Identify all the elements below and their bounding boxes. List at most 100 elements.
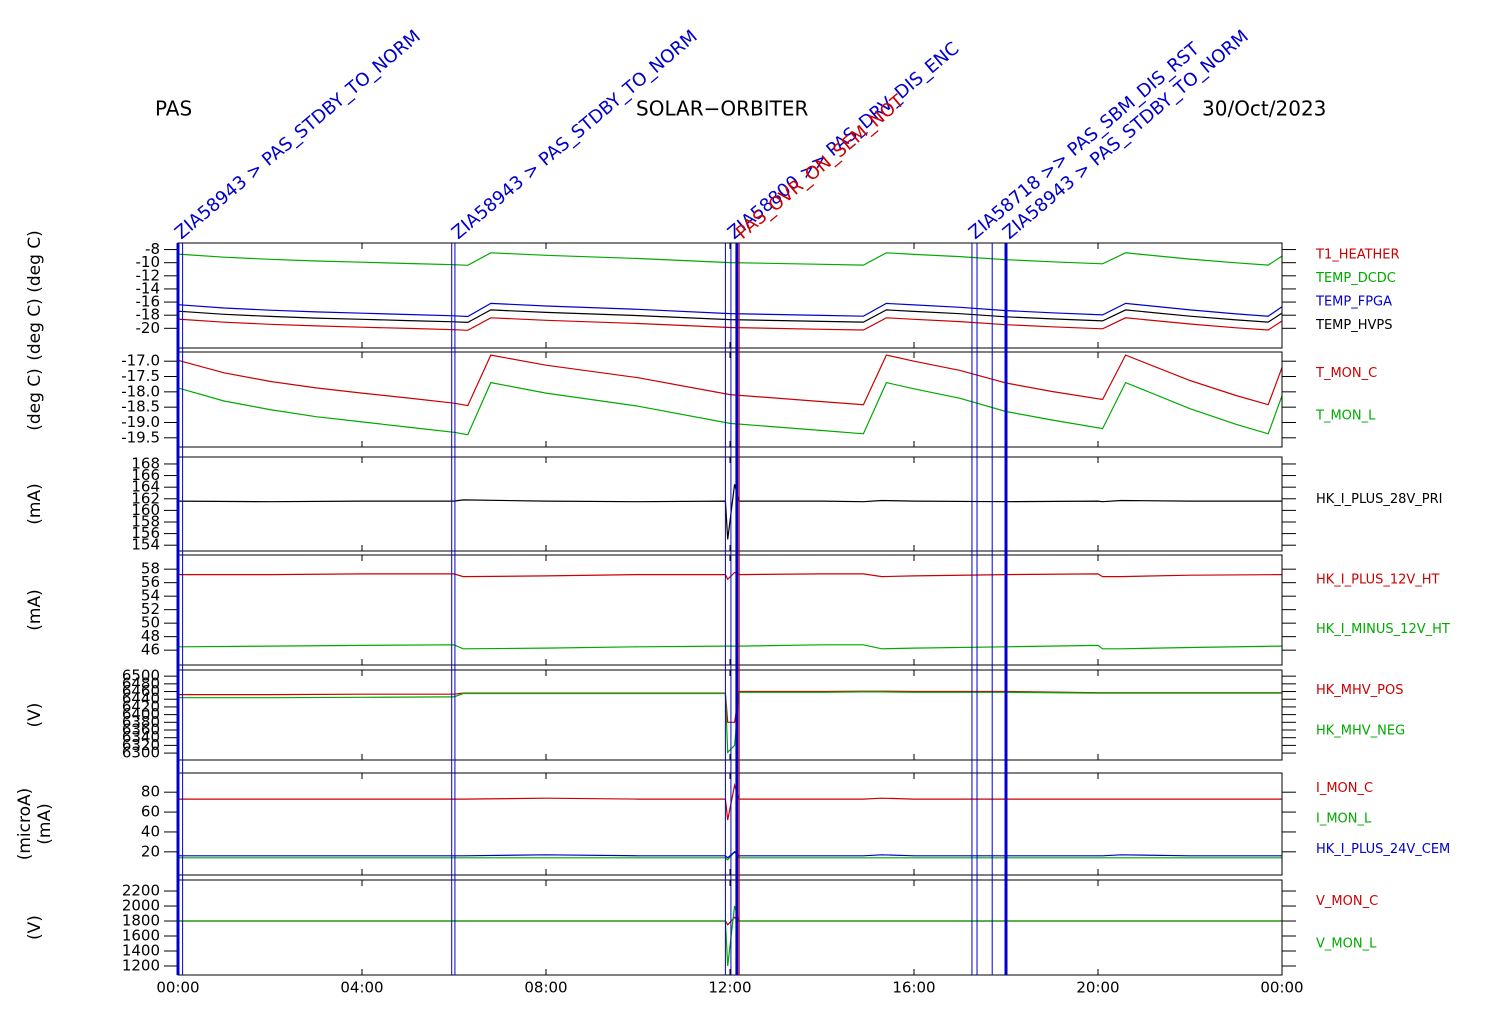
y-tick-label: 1600: [122, 927, 160, 945]
y-tick-label: 48: [141, 627, 160, 645]
y-tick-label: -16: [136, 293, 161, 311]
y-tick-label: -18.5: [121, 398, 160, 416]
x-tick-label: 12:00: [708, 979, 751, 997]
series-line: [177, 484, 1282, 540]
series-line: [177, 317, 1283, 331]
y-tick-label: 6380: [122, 713, 160, 731]
y-tick-label: 6300: [122, 744, 160, 762]
legend-label: V_MON_L: [1316, 937, 1377, 952]
x-tick-label: 00:00: [1260, 979, 1303, 997]
legend-label: V_MON_C: [1316, 894, 1378, 909]
y-tick-label: 6360: [122, 721, 160, 739]
y-tick-label: 158: [131, 512, 160, 530]
y-tick-label: 164: [131, 478, 160, 496]
panel-frame: [177, 772, 1283, 876]
y-tick-label: -8: [145, 240, 160, 258]
x-tick-label: 04:00: [340, 979, 383, 997]
y-tick-label: 50: [141, 614, 160, 632]
y-tick-label: -19.0: [121, 413, 160, 431]
legend-label: I_MON_L: [1316, 811, 1372, 826]
series-line: [177, 354, 1283, 407]
y-axis-label: (deg C): [25, 368, 45, 431]
y-axis-label: (V): [25, 703, 45, 728]
series-line: [178, 782, 1282, 821]
y-tick-label: -17.0: [121, 352, 160, 370]
y-tick-label: 1800: [122, 912, 160, 930]
event-label: ZIA58943 > PAS_STDBY_TO_NORM: [999, 26, 1253, 244]
series-line: [178, 690, 1282, 723]
y-tick-label: 20: [141, 842, 160, 860]
y-tick-label: 46: [141, 641, 160, 659]
panel-frame: [177, 669, 1283, 761]
y-tick-label: 54: [141, 587, 160, 605]
y-tick-label: 60: [141, 803, 160, 821]
y-tick-label: -19.5: [121, 428, 160, 446]
y-tick-label: 40: [141, 822, 160, 840]
panel-frame: [177, 879, 1283, 976]
y-tick-label: 52: [141, 600, 160, 618]
y-tick-label: 166: [131, 466, 160, 484]
legend-label: HK_I_MINUS_12V_HT: [1316, 622, 1450, 637]
series-line: [177, 302, 1283, 318]
y-tick-label: 6400: [122, 705, 160, 723]
y-axis-label: (mA): [25, 483, 45, 524]
series-line: [177, 309, 1283, 324]
legend-label: TEMP_FPGA: [1315, 295, 1392, 310]
y-tick-label: 168: [131, 454, 160, 472]
y-tick-label: -17.5: [121, 367, 160, 385]
y-tick-label: 156: [131, 524, 160, 542]
header-left: PAS: [155, 97, 192, 121]
y-axis-label: (mA): [25, 589, 45, 630]
y-tick-label: 6440: [122, 690, 160, 708]
series-line: [178, 905, 1282, 967]
y-tick-label: 162: [131, 489, 160, 507]
y-tick-label: -12: [136, 266, 161, 284]
legend-label: T1_HEATHER: [1315, 247, 1400, 262]
legend-label: T_MON_L: [1315, 409, 1376, 424]
y-tick-label: 160: [131, 501, 160, 519]
y-tick-label: -18.0: [121, 382, 160, 400]
y-axis-label: (V): [25, 915, 45, 940]
x-tick-label: 16:00: [892, 979, 935, 997]
y-tick-label: 6460: [122, 682, 160, 700]
panel-frame: [177, 242, 1283, 349]
header-right: 30/Oct/2023: [1202, 97, 1326, 121]
legend-label: HK_I_PLUS_24V_CEM: [1316, 842, 1450, 857]
header-center: SOLAR−ORBITER: [636, 97, 808, 121]
event-label: ZIA58943 > PAS_STDBY_TO_NORM: [171, 26, 425, 244]
y-tick-label: 80: [141, 783, 160, 801]
legend-label: TEMP_HVPS: [1315, 318, 1392, 333]
y-tick-label: -18: [136, 306, 161, 324]
y-tick-label: 6480: [122, 674, 160, 692]
legend-label: I_MON_C: [1316, 781, 1373, 796]
legend-label: T_MON_C: [1315, 366, 1377, 381]
panel-frame: [177, 456, 1283, 552]
legend-label: TEMP_DCDC: [1315, 271, 1396, 286]
y-tick-label: -10: [136, 253, 161, 271]
event-label: ZIA58718 >> PAS_SBM_DIS_RST: [965, 38, 1205, 244]
y-tick-label: 154: [131, 536, 160, 554]
series-line: [178, 571, 1283, 581]
y-tick-label: 6320: [122, 736, 160, 754]
x-tick-label: 20:00: [1076, 979, 1119, 997]
x-tick-label: 08:00: [524, 979, 567, 997]
y-tick-label: -14: [136, 279, 161, 297]
series-line: [177, 252, 1283, 266]
y-tick-label: 2200: [122, 882, 160, 900]
y-tick-label: 1400: [122, 942, 160, 960]
series-line: [177, 381, 1283, 436]
legend-label: HK_MHV_NEG: [1316, 723, 1405, 738]
y-axis-label: (microA): [15, 788, 35, 861]
legend-label: HK_MHV_POS: [1316, 683, 1404, 698]
legend-label: HK_I_PLUS_28V_PRI: [1316, 492, 1442, 507]
y-tick-label: 6420: [122, 697, 160, 715]
x-tick-label: 00:00: [156, 979, 199, 997]
y-tick-label: -20: [136, 319, 161, 337]
event-label: ZIA58943 > PAS_STDBY_TO_NORM: [448, 26, 702, 244]
y-tick-label: 1200: [122, 957, 160, 975]
y-tick-label: 6500: [122, 667, 160, 685]
legend-label: HK_I_PLUS_12V_HT: [1316, 572, 1440, 587]
y-axis-label: (mA): [35, 803, 55, 844]
y-tick-label: 58: [141, 560, 160, 578]
